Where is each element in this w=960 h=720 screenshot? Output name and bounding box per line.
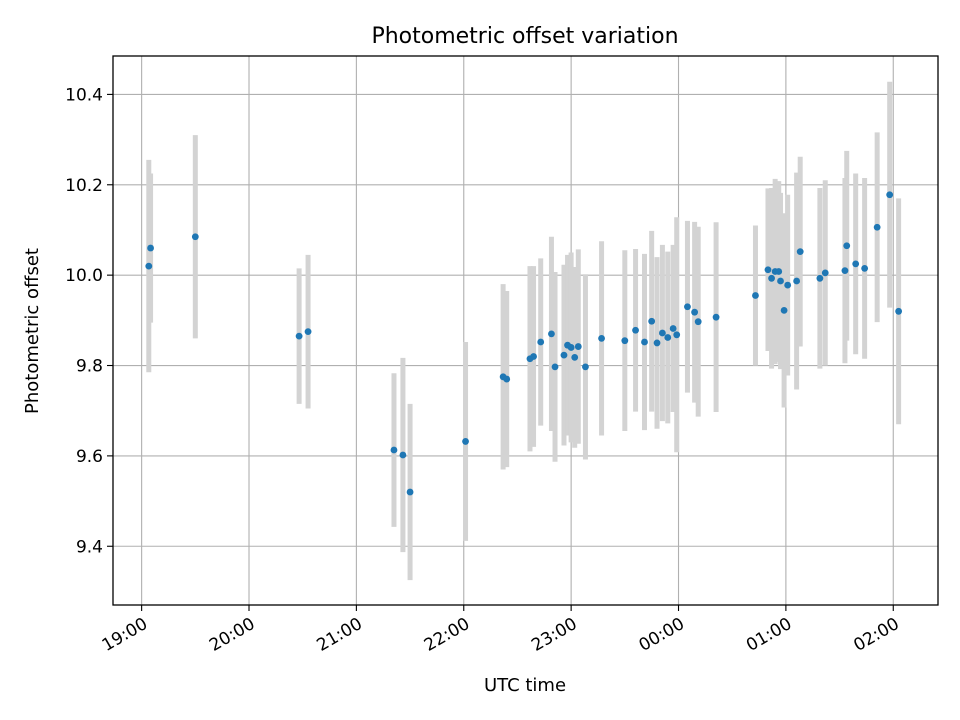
data-point	[821, 269, 829, 277]
data-point	[793, 277, 801, 285]
data-point	[816, 274, 824, 282]
plot-frame	[112, 55, 939, 606]
data-point	[406, 488, 414, 496]
data-point	[390, 446, 398, 454]
chart-title: Photometric offset variation	[371, 24, 678, 49]
data-point	[648, 317, 656, 325]
data-point	[673, 331, 681, 339]
data-point	[537, 338, 545, 346]
data-point	[768, 274, 775, 282]
data-point	[659, 329, 666, 337]
data-point	[560, 351, 568, 359]
data-point	[145, 262, 153, 270]
data-point	[295, 332, 303, 340]
data-point	[694, 318, 702, 326]
data-point	[653, 339, 661, 347]
data-point	[567, 344, 575, 351]
data-point	[843, 242, 851, 250]
data-point	[777, 277, 784, 285]
data-point	[841, 267, 849, 275]
data-point	[796, 248, 804, 256]
data-point	[784, 281, 792, 289]
data-point	[873, 223, 881, 231]
data-point	[895, 307, 903, 315]
data-point	[530, 353, 537, 360]
data-point	[684, 303, 691, 311]
data-point	[548, 330, 555, 338]
data-point	[147, 244, 154, 252]
data-point	[191, 233, 199, 241]
y-tick-label: 9.6	[76, 447, 103, 467]
data-point	[775, 268, 783, 275]
x-axis-label: UTC time	[484, 675, 566, 696]
data-point	[669, 325, 677, 332]
data-point	[621, 337, 629, 345]
data-point	[399, 451, 407, 459]
data-points	[145, 191, 903, 496]
data-point	[641, 338, 648, 346]
data-point	[571, 353, 579, 361]
y-tick-label: 10.4	[65, 85, 103, 105]
data-point	[304, 328, 312, 336]
data-point	[574, 343, 582, 350]
y-tick-label: 10.2	[65, 176, 103, 196]
y-tick-label: 10.0	[65, 266, 103, 286]
data-point	[712, 313, 720, 321]
data-point	[462, 438, 469, 445]
data-point	[780, 306, 788, 314]
data-point	[598, 335, 605, 342]
data-point	[752, 292, 759, 299]
y-axis-ticks: 9.4 9.6 9.8 10.0 10.2 10.4	[65, 85, 113, 557]
y-tick-label: 9.4	[76, 537, 103, 557]
data-point	[503, 375, 511, 383]
data-point	[886, 191, 894, 199]
data-point	[551, 363, 559, 371]
y-axis-label: Photometric offset	[22, 248, 43, 414]
data-point	[664, 334, 672, 341]
data-point	[861, 264, 869, 272]
data-point	[852, 260, 860, 268]
y-tick-label: 9.8	[76, 357, 103, 377]
data-point	[632, 326, 639, 334]
data-point	[691, 308, 699, 316]
data-point	[582, 363, 589, 371]
data-point	[764, 266, 772, 274]
